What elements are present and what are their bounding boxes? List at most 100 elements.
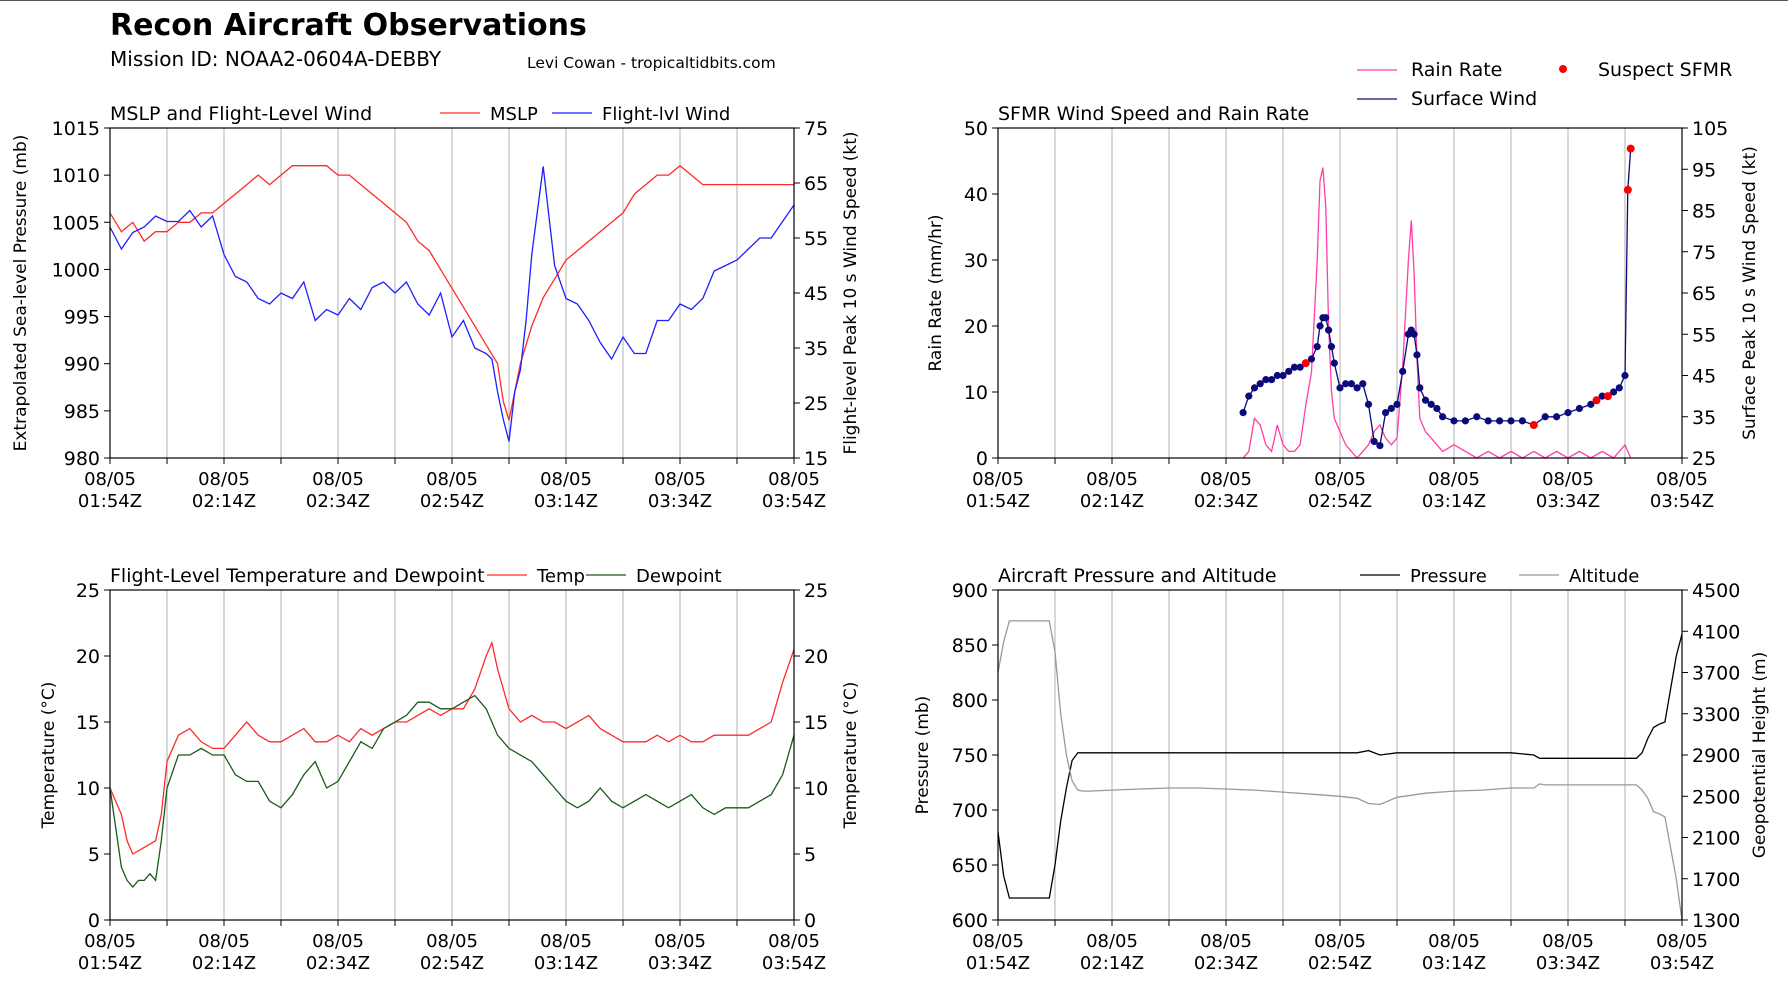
legend-surface-wind-label: Surface Wind [1411,88,1537,110]
surface-wind-point [1433,404,1441,413]
y-tick-label: 1010 [52,165,100,187]
x-tick-label: 08/05 02:34Z [1194,469,1258,512]
x-tick-label: 08/05 03:14Z [1422,469,1486,512]
y-right-tick-label: 75 [804,118,828,140]
surface-wind-point [1427,400,1435,408]
x-tick-label: 08/05 02:54Z [1308,931,1372,974]
y-tick-label: 40 [964,184,988,206]
surface-wind-point [1399,367,1407,375]
surface-wind-point [1598,392,1606,400]
x-tick-label: 08/05 03:14Z [534,469,598,512]
surface-wind-point [1421,396,1430,404]
y-right-tick-label: 65 [1692,283,1716,305]
series-altitude-line [997,620,1683,921]
legend-rain-rate-label: Rain Rate [1411,59,1502,81]
suspect-sfmr-point [1623,185,1632,194]
surface-wind-point [1330,359,1338,367]
y-right-tick-label: 45 [804,283,828,305]
surface-wind-point [1262,376,1270,384]
y-tick-label: 5 [88,844,100,866]
surface-wind-point [1387,404,1395,413]
panel-title: Aircraft Pressure and Altitude [998,565,1277,587]
x-tick-label: 08/05 02:34Z [1194,931,1258,974]
y-tick-label: 1015 [52,118,100,140]
y-right-tick-label: 2500 [1692,786,1740,808]
y-right-axis-label: Surface Peak 10 s Wind Speed (kt) [1740,146,1760,440]
surface-wind-point [1327,343,1336,351]
surface-wind-point [1610,388,1618,396]
y-right-tick-label: 65 [804,173,828,195]
surface-wind-point [1285,367,1293,375]
y-right-tick-label: 55 [804,228,828,250]
legend-label: Flight-lvl Wind [602,104,730,125]
x-tick-label: 08/05 02:34Z [306,931,370,974]
y-right-tick-label: 25 [804,580,828,602]
surface-wind-point [1416,384,1424,392]
y-axis-label: Temperature (°C) [39,682,59,830]
y-right-tick-label: 55 [1692,324,1716,346]
surface-wind-point [1518,417,1526,425]
legend-suspect-sfmr-label: Suspect SFMR [1598,59,1732,81]
y-tick-label: 800 [952,690,988,712]
surface-wind-point [1290,363,1298,371]
surface-wind-point [1473,413,1481,421]
y-right-tick-label: 35 [1692,407,1716,429]
surface-wind-point [1245,392,1253,400]
surface-wind-point [1239,409,1247,417]
y-tick-label: 10 [964,382,988,404]
y-tick-label: 980 [64,448,100,470]
surface-wind-point [1359,380,1367,388]
y-right-tick-label: 10 [804,778,828,800]
x-tick-label: 08/05 03:34Z [1536,931,1600,974]
y-right-tick-label: 25 [1692,448,1716,470]
y-right-tick-label: 1700 [1692,869,1740,891]
surface-wind-point [1507,417,1515,425]
y-right-tick-label: 2900 [1692,745,1740,767]
surface-wind-point [1336,384,1344,392]
y-tick-label: 1000 [52,259,100,281]
x-tick-label: 08/05 02:14Z [192,931,256,974]
panel-p2: 08/05 01:54Z 08/05 02:14Z 08/05 02:34Z 08/05 02… [926,103,1760,512]
surface-wind-point [1370,437,1378,446]
surface-wind-point [1250,384,1259,392]
y-right-tick-label: 85 [1692,201,1716,223]
y-right-tick-label: 20 [804,646,828,668]
sfmr-legend: Rain Rate Surface Wind Suspect SFMR [1357,59,1732,110]
panel-p3: 08/05 01:54Z 08/05 02:14Z 08/05 02:34Z 08/05 02… [39,565,861,974]
plot-panels: 08/05 01:54Z 08/05 02:14Z 08/05 02:34Z 08/05 02… [11,103,1770,974]
legend-suspect-sfmr-marker [1559,65,1567,73]
surface-wind-point [1484,417,1492,425]
plot-frame [997,127,1683,459]
y-tick-label: 985 [64,401,100,423]
y-right-tick-label: 0 [804,910,816,932]
y-right-tick-label: 3300 [1692,704,1740,726]
x-tick-label: 08/05 02:34Z [306,469,370,512]
y-tick-label: 900 [952,580,988,602]
surface-wind-point [1541,413,1549,421]
y-right-tick-label: 15 [804,448,828,470]
x-tick-label: 08/05 03:34Z [648,931,712,974]
surface-wind-point [1256,380,1264,388]
surface-wind-point [1268,376,1276,384]
surface-wind-point [1439,413,1447,421]
surface-wind-point [1316,322,1324,330]
surface-wind-point [1496,417,1504,425]
surface-wind-point [1564,409,1572,417]
x-tick-label: 08/05 02:14Z [1080,469,1144,512]
y-axis-label: Extrapolated Sea-level Pressure (mb) [11,135,31,452]
y-tick-label: 600 [952,910,988,932]
y-tick-label: 990 [64,354,100,376]
suspect-sfmr-point [1592,396,1601,405]
x-tick-label: 08/05 03:34Z [648,469,712,512]
y-axis-label: Rain Rate (mm/hr) [926,214,946,371]
y-right-tick-label: 15 [804,712,828,734]
x-tick-label: 08/05 01:54Z [966,469,1030,512]
series-flight-lvl-wind-line [109,166,795,442]
surface-wind-point [1342,380,1350,388]
surface-wind-point [1307,355,1316,363]
surface-wind-point [1393,400,1401,408]
y-tick-label: 10 [76,778,100,800]
y-right-tick-label: 75 [1692,242,1716,264]
y-tick-label: 15 [76,712,100,734]
y-right-tick-label: 35 [804,338,828,360]
